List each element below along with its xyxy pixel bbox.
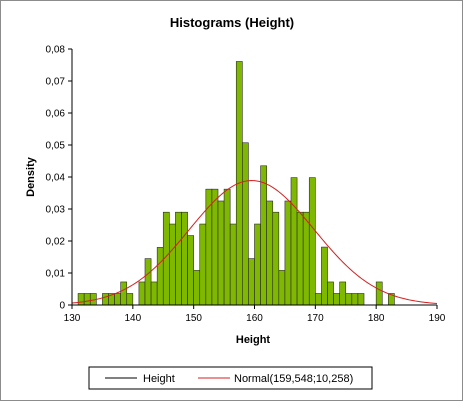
- histogram-bar: [290, 177, 298, 306]
- histogram-bar: [278, 270, 286, 306]
- histogram-bar: [308, 177, 316, 306]
- histogram-bar: [242, 142, 249, 306]
- histogram-bar: [351, 293, 359, 306]
- histogram-bar: [144, 258, 152, 306]
- histogram-bar: [223, 188, 231, 306]
- histogram-bar: [187, 235, 194, 306]
- x-tick-label: 170: [307, 313, 324, 324]
- histogram-bar: [199, 223, 207, 306]
- histogram-bar: [120, 281, 128, 306]
- histogram-bar: [296, 211, 304, 306]
- histogram-bar: [321, 246, 328, 306]
- histogram-bar: [193, 270, 201, 306]
- x-tick-label: 140: [124, 313, 141, 324]
- histogram-bar: [260, 165, 267, 306]
- y-tick-label: 0,08: [46, 45, 66, 56]
- y-tick-label: 0,07: [46, 77, 66, 88]
- x-axis-title: Height: [236, 334, 271, 346]
- x-tick-label: 160: [246, 313, 263, 324]
- histogram-bar: [114, 293, 121, 306]
- histogram-bar: [126, 293, 134, 306]
- x-tick-label: 180: [368, 313, 385, 324]
- y-tick-label: 0: [59, 301, 65, 312]
- histogram-bar: [229, 223, 237, 306]
- histogram-bar: [211, 188, 219, 306]
- legend-box: [88, 366, 373, 390]
- histogram-bar: [102, 293, 109, 306]
- histogram-bar: [327, 281, 334, 306]
- histogram-bar: [77, 293, 85, 306]
- histogram-bar: [83, 293, 91, 306]
- y-tick-label: 0,02: [46, 237, 66, 248]
- y-axis-title: Density: [25, 156, 37, 197]
- histogram-bar: [315, 293, 322, 306]
- histogram-bar: [181, 211, 188, 306]
- chart-title: Histograms (Height): [170, 15, 294, 30]
- histogram-bar: [266, 200, 274, 306]
- histogram-bar: [375, 281, 383, 306]
- histogram-bar: [248, 258, 255, 306]
- histogram-bar: [339, 281, 347, 306]
- histogram-bar: [302, 211, 310, 306]
- y-tick-label: 0,04: [46, 173, 66, 184]
- histogram-bar: [217, 200, 225, 306]
- x-tick-label: 130: [64, 313, 81, 324]
- y-tick-label: 0,03: [46, 205, 66, 216]
- histogram-bar: [169, 223, 176, 306]
- histogram-bar: [357, 293, 365, 306]
- y-tick-label: 0,05: [46, 141, 66, 152]
- legend: Height Normal(159,548;10,258): [88, 366, 373, 390]
- legend-label-height: Height: [143, 373, 175, 385]
- histogram-bar: [345, 293, 353, 306]
- legend-label-normal: Normal(159,548;10,258): [234, 373, 353, 385]
- x-tick-label: 150: [185, 313, 202, 324]
- histogram-bar: [175, 211, 182, 306]
- normal-curve-line: [71, 180, 438, 304]
- histogram-bar: [272, 211, 280, 306]
- histogram-bar: [150, 281, 158, 306]
- histogram-bar: [138, 281, 146, 306]
- histogram-bar: [284, 200, 292, 306]
- x-tick-label: 190: [429, 313, 446, 324]
- histogram-bar: [333, 293, 340, 306]
- y-tick-label: 0,01: [46, 269, 66, 280]
- histogram-bar: [156, 247, 164, 306]
- histogram-bar: [254, 223, 261, 306]
- plot-area: 0 0,01 0,02 0,03 0,04 0,05 0,06 0,07 0,08 130 140 1…: [46, 45, 446, 325]
- y-tick-label: 0,06: [46, 109, 66, 120]
